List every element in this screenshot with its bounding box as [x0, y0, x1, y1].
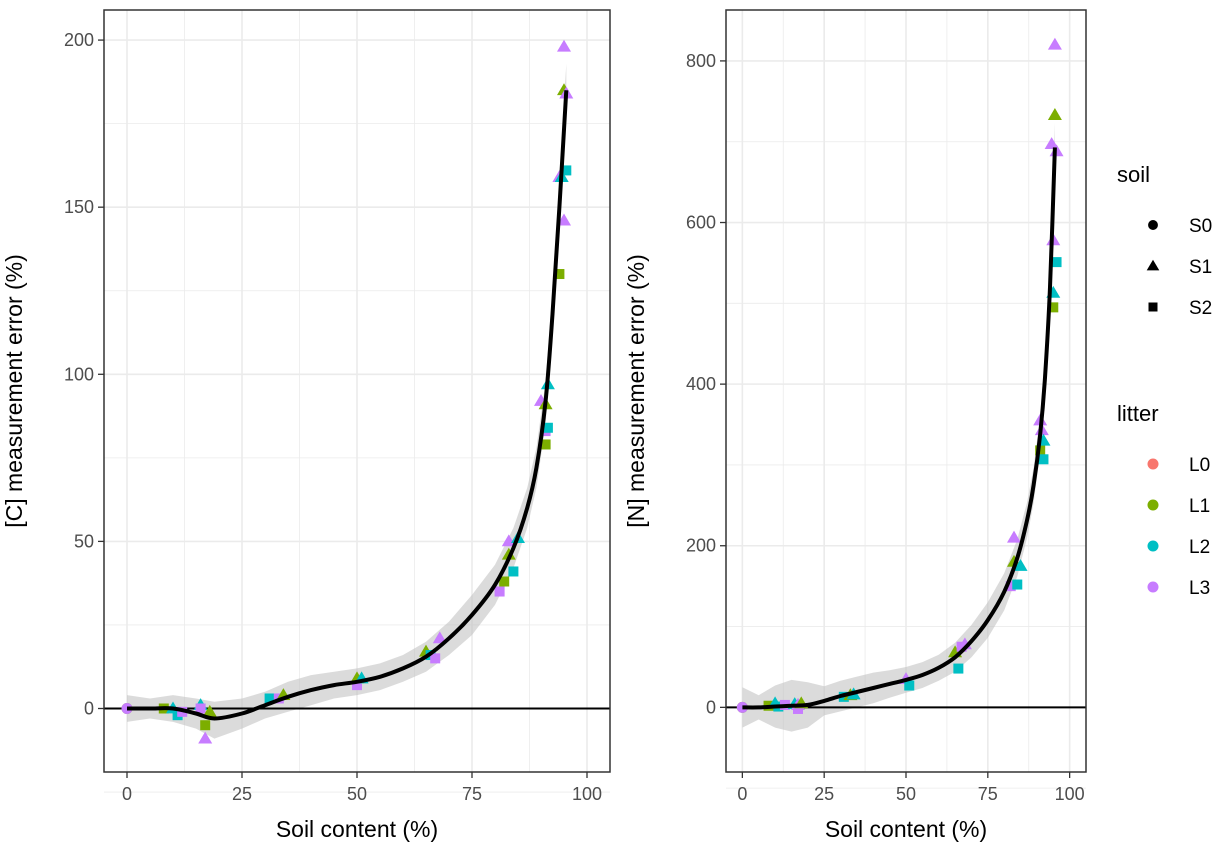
- data-point: [953, 663, 964, 674]
- x-tick-label: 100: [572, 784, 602, 804]
- smooth-fit-line: [742, 147, 1057, 710]
- x-axis-title: Soil content (%): [276, 816, 438, 842]
- data-point: [904, 680, 915, 691]
- y-tick-label: 100: [64, 364, 94, 384]
- legend-key-l2: [1147, 540, 1159, 552]
- data-point: [557, 213, 571, 226]
- data-point: [1005, 581, 1016, 592]
- data-point: [508, 566, 519, 577]
- legend-key-l1: [1147, 499, 1159, 511]
- y-tick-label: 200: [686, 536, 716, 556]
- legend-key-s1: [1146, 259, 1160, 271]
- data-point: [1012, 579, 1023, 590]
- legend-label-l0: L0: [1189, 455, 1210, 476]
- data-point: [432, 631, 447, 644]
- x-tick-label: 50: [896, 784, 916, 804]
- x-tick-label: 50: [347, 784, 367, 804]
- data-point: [557, 39, 571, 52]
- data-point: [198, 731, 213, 744]
- data-point: [1048, 302, 1059, 313]
- data-point: [430, 653, 441, 664]
- legend-key-s2: [1148, 302, 1158, 312]
- y-tick-label: 0: [84, 699, 94, 719]
- data-point: [202, 704, 217, 717]
- data-point: [200, 720, 211, 731]
- data-point: [501, 534, 516, 547]
- legend-title-soil: soil: [1117, 162, 1150, 187]
- data-point: [1038, 454, 1049, 465]
- legend-label-s1: S1: [1189, 257, 1212, 278]
- data-point: [1047, 108, 1062, 120]
- x-axis-title: Soil content (%): [825, 816, 987, 842]
- y-axis-title: [C] measurement error (%): [1, 254, 27, 528]
- data-point: [1007, 554, 1021, 567]
- x-tick-label: 25: [814, 784, 834, 804]
- x-tick-label: 0: [122, 784, 132, 804]
- legend-label-s0: S0: [1189, 216, 1212, 237]
- data-point: [352, 680, 362, 691]
- legend-key-l3: [1147, 581, 1159, 593]
- y-tick-label: 150: [64, 197, 94, 217]
- legend-label-l2: L2: [1189, 537, 1210, 558]
- data-point: [1047, 37, 1062, 50]
- legend-label-l1: L1: [1189, 496, 1210, 517]
- x-tick-label: 0: [737, 784, 747, 804]
- y-tick-label: 50: [74, 531, 94, 551]
- chart-panel-carbon: 0 25 50 75 100 0 50 100 150 200 Soil content (%) [C…: [1, 9, 611, 842]
- chart-panel-nitrogen: 0 25 50 75 100 0 200 400 600 800 Soil content (%) […: [623, 9, 1087, 842]
- x-tick-label: 25: [232, 784, 252, 804]
- legend-label-s2: S2: [1189, 298, 1212, 319]
- y-tick-label: 800: [686, 51, 716, 71]
- legend-key-s0: [1148, 220, 1158, 230]
- y-tick-label: 600: [686, 213, 716, 233]
- legend-key-l0: [1147, 458, 1159, 470]
- data-point: [540, 439, 551, 450]
- smooth-fit-line: [127, 90, 569, 721]
- data-point: [736, 701, 748, 713]
- y-axis-title: [N] measurement error (%): [623, 254, 649, 528]
- y-tick-label: 400: [686, 374, 716, 394]
- y-tick-label: 200: [64, 30, 94, 50]
- data-point: [542, 422, 553, 433]
- y-tick-label: 0: [706, 697, 716, 717]
- data-point: [554, 269, 565, 280]
- data-point: [561, 165, 572, 176]
- legend-title-litter: litter: [1117, 401, 1159, 426]
- x-tick-label: 75: [462, 784, 482, 804]
- data-point: [1013, 558, 1028, 571]
- legend: soil litter S0 S1 S2 L0 L1 L2 L3: [1117, 162, 1212, 599]
- data-point: [1051, 257, 1062, 268]
- legend-label-l3: L3: [1189, 578, 1210, 599]
- data-point: [499, 576, 510, 587]
- data-point: [195, 703, 206, 714]
- data-point: [494, 586, 505, 597]
- data-point: [264, 693, 275, 704]
- x-tick-label: 100: [1055, 784, 1085, 804]
- data-point: [1007, 530, 1021, 543]
- x-tick-label: 75: [978, 784, 998, 804]
- data-point: [1044, 137, 1059, 150]
